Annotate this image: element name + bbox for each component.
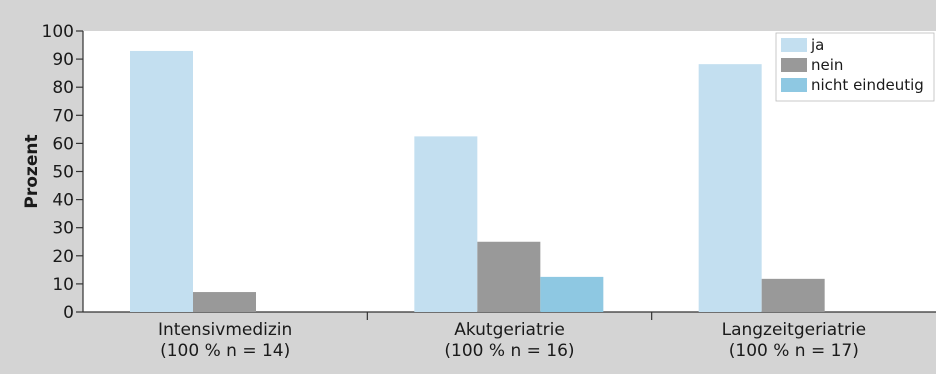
bar-nein (193, 292, 256, 312)
bar-nein (761, 278, 825, 312)
y-tick-label: 20 (52, 247, 74, 267)
x-axis: Intensivmedizin(100 % n = 14) Akutgeriatr… (83, 311, 936, 361)
y-tick-label: 50 (52, 163, 74, 183)
category-sublabel: (100 % n = 16) (444, 341, 574, 361)
bar-ja (698, 64, 762, 313)
category-label: Intensivmedizin (158, 320, 292, 340)
bars (130, 50, 825, 313)
legend: ja nein nicht eindeutig (775, 32, 935, 102)
category-sublabel: (100 % n = 17) (729, 341, 859, 361)
legend-swatch (781, 58, 807, 72)
y-tick-label: 100 (42, 22, 74, 42)
bar-ja (414, 136, 478, 312)
y-tick-label: 30 (52, 219, 74, 239)
category-sublabel: (100 % n = 14) (160, 341, 290, 361)
bar-ja (130, 50, 193, 313)
y-tick-label: 80 (52, 78, 74, 98)
category-label: Akutgeriatrie (454, 320, 565, 340)
bar-nein (477, 241, 541, 312)
y-tick-label: 40 (52, 191, 74, 211)
category-label: Langzeitgeriatrie (722, 320, 866, 340)
legend-label: nein (811, 56, 843, 74)
y-tick-label: 70 (52, 106, 74, 126)
legend-swatch (781, 38, 807, 52)
bar-nicht-eindeutig (540, 276, 604, 312)
y-tick-label: 90 (52, 50, 74, 70)
legend-label: nicht eindeutig (811, 76, 924, 94)
legend-swatch (781, 78, 807, 92)
y-axis: 0 10 20 30 40 50 60 70 80 90 100 (42, 22, 84, 323)
y-tick-label: 0 (63, 303, 74, 323)
legend-label: ja (810, 36, 824, 54)
y-tick-label: 60 (52, 134, 74, 154)
y-tick-label: 10 (52, 275, 74, 295)
y-axis-title: Prozent (22, 134, 42, 208)
